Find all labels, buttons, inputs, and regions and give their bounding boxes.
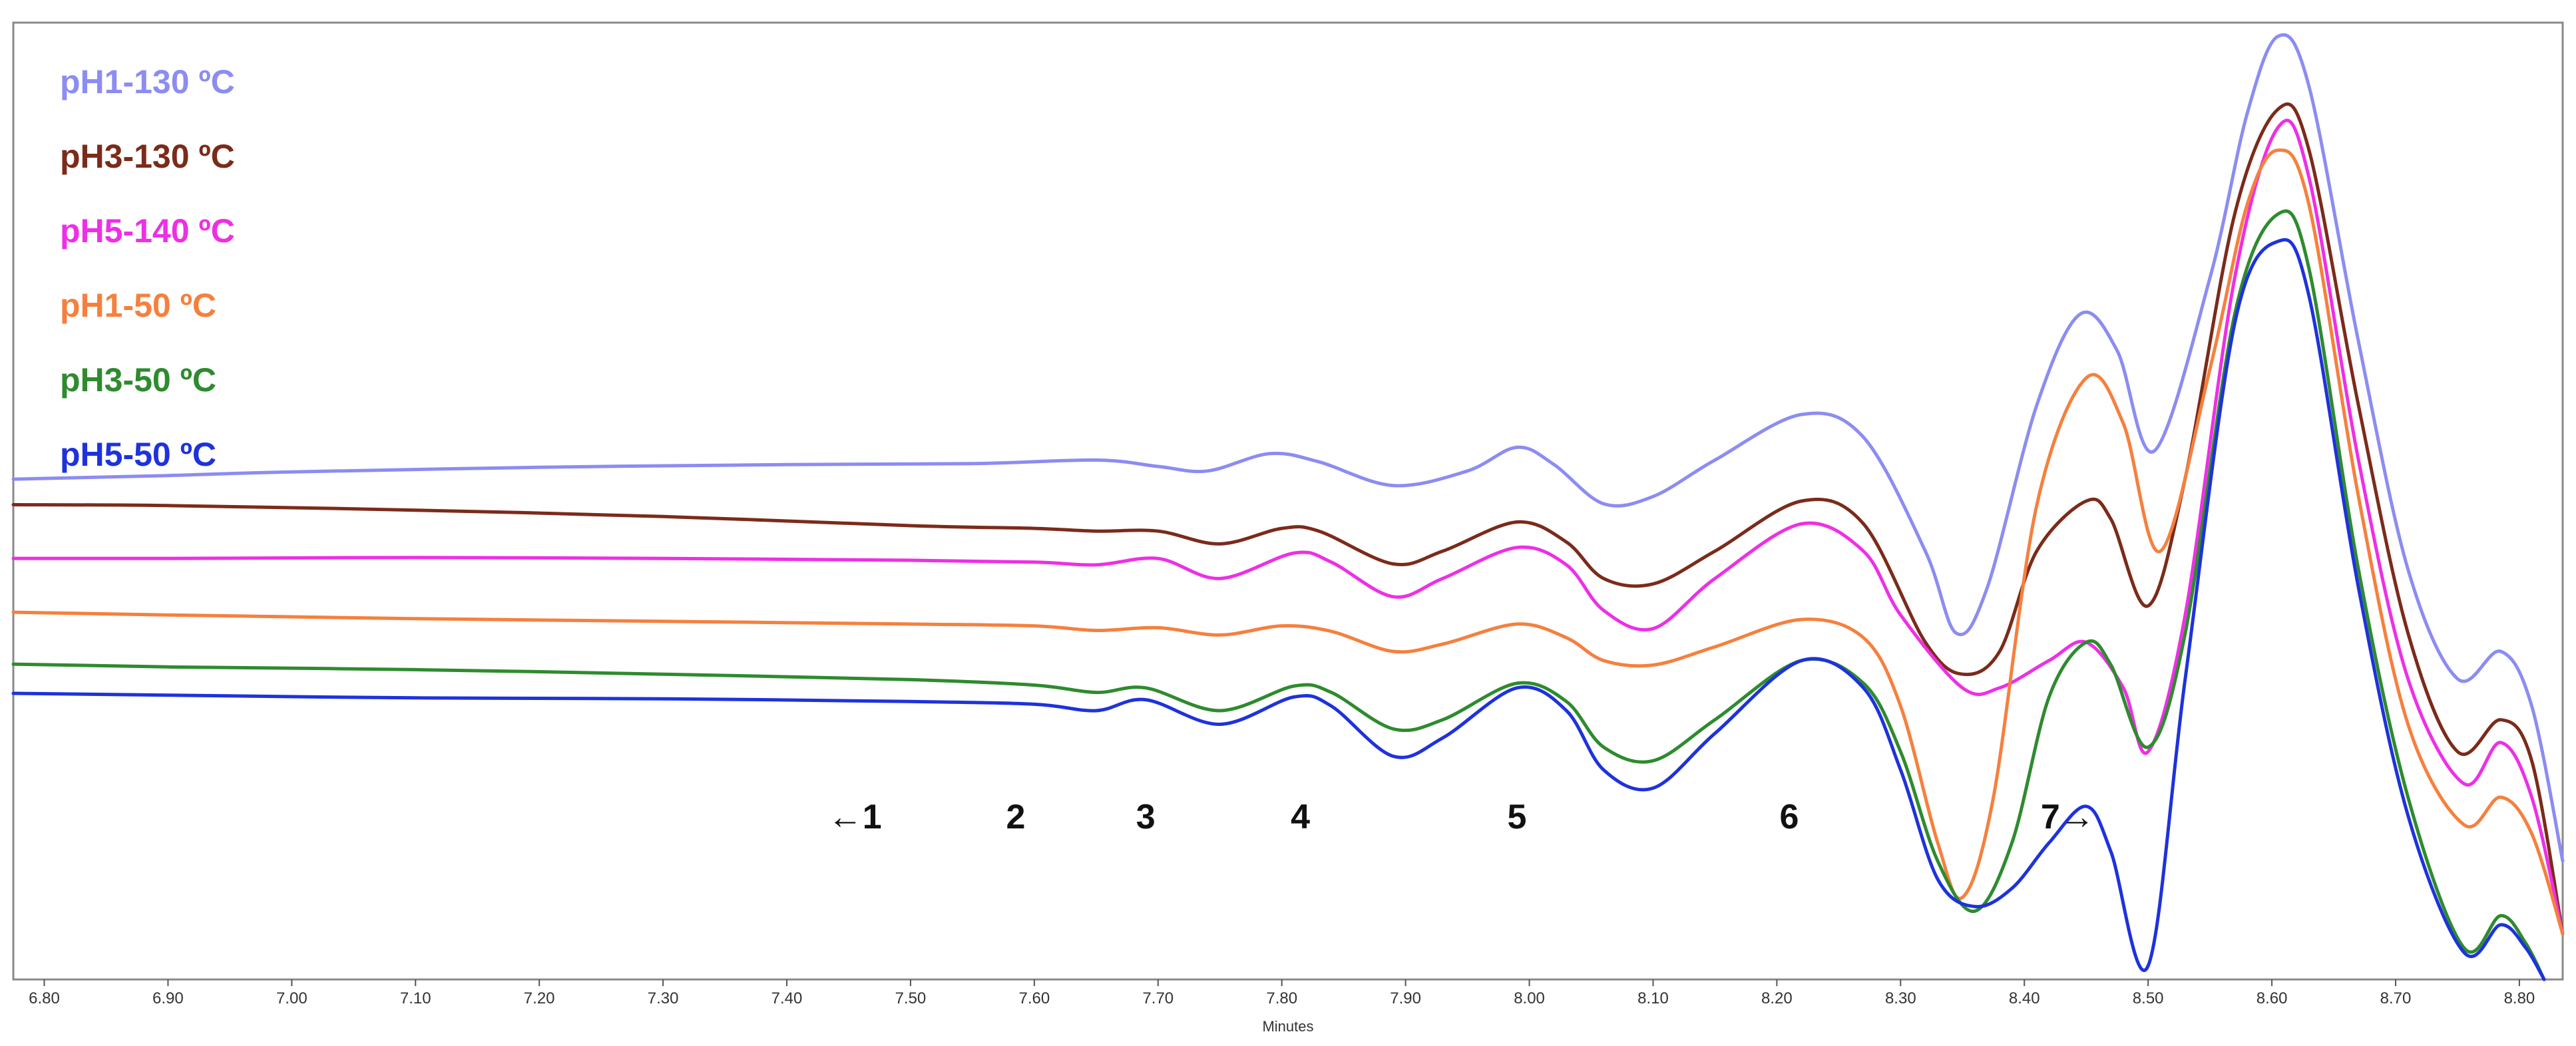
series-group xyxy=(11,33,2565,981)
x-tick-label: 8.70 xyxy=(2380,989,2412,1007)
x-tick-label: 8.80 xyxy=(2504,989,2535,1007)
x-tick-label: 7.30 xyxy=(648,989,679,1007)
x-tick-label: 8.40 xyxy=(2009,989,2040,1007)
legend-entry-1: pH1-130 ºC xyxy=(60,63,235,100)
series-line-6 xyxy=(11,238,2546,981)
x-tick-label: 7.00 xyxy=(276,989,308,1007)
x-tick-label: 6.80 xyxy=(29,989,60,1007)
x-tick-label: 7.60 xyxy=(1018,989,1050,1007)
peak-labels: ←1 2 3 4 5 6 7→ xyxy=(828,798,2095,836)
x-tick-label: 8.30 xyxy=(1885,989,1916,1007)
series-line-3 xyxy=(11,118,2565,936)
peak-label-6: 6 xyxy=(1780,798,1799,836)
series-line-4 xyxy=(11,148,2565,936)
peak-label-5: 5 xyxy=(1507,798,1526,836)
x-tick-label: 7.40 xyxy=(771,989,803,1007)
x-tick-label: 7.70 xyxy=(1142,989,1174,1007)
legend-entry-5: pH3-50 ºC xyxy=(60,361,216,399)
peak-label-4: 4 xyxy=(1291,798,1310,836)
x-axis: 6.80 6.90 7.00 7.10 7.20 7.30 7.40 7.50 7.60 7.70… xyxy=(29,979,2535,1007)
x-tick-label: 8.20 xyxy=(1761,989,1793,1007)
peak-label-7: 7→ xyxy=(2041,798,2095,836)
peak-label-3: 3 xyxy=(1136,798,1156,836)
x-tick-label: 7.20 xyxy=(524,989,555,1007)
legend: pH1-130 ºC pH3-130 ºC pH5-140 ºC pH1-50 ºC p… xyxy=(60,63,235,473)
x-tick-label: 7.50 xyxy=(895,989,927,1007)
x-tick-label: 6.90 xyxy=(152,989,184,1007)
x-tick-label: 8.10 xyxy=(1637,989,1669,1007)
x-axis-title: Minutes xyxy=(1262,1018,1313,1035)
x-tick-label: 8.60 xyxy=(2256,989,2288,1007)
x-tick-label: 8.00 xyxy=(1514,989,1545,1007)
x-tick-label: 7.90 xyxy=(1390,989,1421,1007)
x-tick-label: 7.80 xyxy=(1266,989,1297,1007)
legend-entry-6: pH5-50 ºC xyxy=(60,436,216,473)
legend-entry-4: pH1-50 ºC xyxy=(60,287,216,324)
x-tick-label: 7.10 xyxy=(400,989,431,1007)
peak-label-1: ←1 xyxy=(828,798,882,836)
peak-label-2: 2 xyxy=(1006,798,1026,836)
legend-entry-2: pH3-130 ºC xyxy=(60,138,235,175)
series-line-1 xyxy=(11,33,2565,863)
series-line-5 xyxy=(11,209,2546,981)
x-tick-label: 8.50 xyxy=(2133,989,2164,1007)
plot-area xyxy=(12,21,2564,981)
legend-entry-3: pH5-140 ºC xyxy=(60,212,235,250)
series-line-2 xyxy=(11,102,2565,936)
